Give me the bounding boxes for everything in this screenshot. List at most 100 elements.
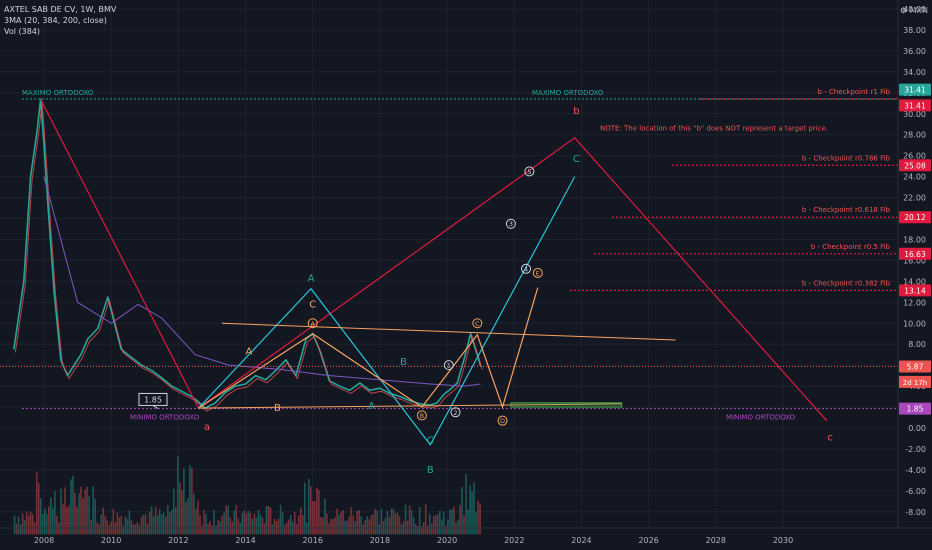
tag-fib-1: 31.41 [904, 101, 926, 110]
triangle-lower-line [198, 403, 622, 409]
volume-bar [146, 523, 149, 535]
x-tick-label: 2012 [168, 536, 188, 545]
wave-pivot-label: A [245, 347, 252, 358]
volume-bar [428, 513, 431, 535]
volume-bar [215, 525, 217, 535]
fib-checkpoint-label: b - Checkpoint r0.618 Fib [802, 206, 891, 214]
volume-bar [205, 514, 207, 535]
volume-bar [134, 524, 137, 535]
volume-bar [179, 482, 181, 535]
price-callout-text: 1.85 [144, 395, 162, 404]
wave-circle-label: B [420, 412, 424, 420]
volume-bar [451, 509, 453, 535]
minimo-label-left: MINIMO ORTODOXO [130, 414, 200, 422]
volume-bar [197, 500, 199, 535]
volume-bar [227, 505, 230, 535]
wave-circle-label: D [500, 417, 505, 425]
volume-bar [94, 499, 96, 535]
note-text: NOTE: The location of this "b" does NOT … [600, 125, 828, 133]
volume-bar [37, 483, 40, 535]
price-callout-pointer [152, 405, 159, 410]
y-tick-label: 8.00 [908, 340, 926, 349]
volume-bar [35, 471, 38, 535]
volume-bar [424, 504, 427, 535]
wave-pivot-label: B [274, 403, 281, 414]
x-tick-label: 2018 [370, 536, 390, 545]
volume-bar [90, 519, 92, 535]
volume-bar [358, 510, 361, 535]
volume-bar [330, 519, 332, 535]
volume-bar [225, 505, 227, 535]
wave-circle-label: A [311, 320, 316, 328]
volume-bar [142, 514, 145, 535]
volume-bar [342, 509, 344, 535]
volume-bar [177, 456, 179, 535]
volume-bar [64, 487, 66, 535]
indicator-volume[interactable]: Vol (384) [4, 27, 41, 36]
volume-bar [336, 508, 338, 535]
symbol-line[interactable]: AXTEL SAB DE CV, 1W, BMV [4, 5, 117, 14]
volume-bar [279, 504, 282, 535]
price-series [13, 98, 482, 409]
volume-bar [156, 515, 159, 535]
volume-bar [166, 504, 169, 535]
maximo-label-left: MAXIMO ORTODOXO [22, 89, 94, 97]
volume-bar [229, 517, 232, 535]
volume-bar [251, 518, 254, 535]
volume-bar [112, 508, 115, 535]
fib-checkpoint-label: b - Checkpoint r1 Fib [818, 88, 891, 96]
volume-bars [13, 456, 481, 535]
volume-bar [148, 511, 151, 535]
volume-bar [76, 506, 78, 535]
triangle-upper-line [221, 322, 676, 341]
y-tick-label: 40.00 [903, 5, 926, 14]
volume-bar [404, 504, 407, 535]
tag-minimo: 1.85 [907, 405, 924, 414]
fib-checkpoint-label: b - Checkpoint r0.786 Fib [802, 154, 891, 162]
y-tick-label: -8.00 [905, 508, 926, 517]
volume-bar [124, 516, 127, 535]
currency-label[interactable]: ⚙ MXN [900, 6, 928, 15]
volume-bar [164, 516, 167, 535]
volume-bar [175, 507, 177, 535]
volume-bar [193, 493, 195, 535]
maximo-label-right: MAXIMO ORTODOXO [532, 89, 604, 97]
volume-bar [60, 488, 62, 535]
volume-bar [126, 518, 129, 535]
volume-bar [72, 475, 74, 535]
volume-bar [400, 524, 403, 535]
volume-bar [31, 513, 34, 535]
wave-pivot-label: B [400, 357, 407, 368]
volume-bar [88, 495, 90, 535]
settings-icon[interactable]: ⚙ [899, 6, 908, 15]
volume-bar [269, 507, 272, 535]
volume-bar [394, 513, 397, 535]
volume-bar [144, 514, 147, 535]
volume-bar [235, 505, 238, 535]
volume-bar [201, 525, 203, 535]
wave-abc-line [40, 98, 828, 422]
volume-bar [447, 519, 449, 535]
y-tick-label: 16.00 [903, 256, 926, 265]
volume-bar [263, 523, 266, 535]
volume-bar [463, 515, 465, 535]
tag-minimo-bg [899, 402, 931, 415]
wave-pivot-label: C [309, 300, 316, 311]
volume-bar [328, 523, 330, 535]
volume-bar [195, 508, 197, 535]
indicator-ma[interactable]: 3MA (20, 384, 200, close) [4, 16, 107, 25]
volume-bar [408, 505, 411, 535]
volume-bar [70, 479, 72, 535]
volume-bar [370, 515, 373, 535]
volume-bar [221, 515, 223, 535]
wave-circle-marker [497, 415, 508, 426]
volume-bar [312, 500, 314, 535]
volume-bar [366, 516, 369, 535]
y-tick-label: -4.00 [905, 466, 926, 475]
volume-bar [92, 486, 94, 535]
y-tick-label: 14.00 [903, 277, 926, 286]
volume-bar [116, 512, 119, 535]
volume-bar [13, 515, 16, 535]
x-tick-label: 2010 [101, 536, 121, 545]
